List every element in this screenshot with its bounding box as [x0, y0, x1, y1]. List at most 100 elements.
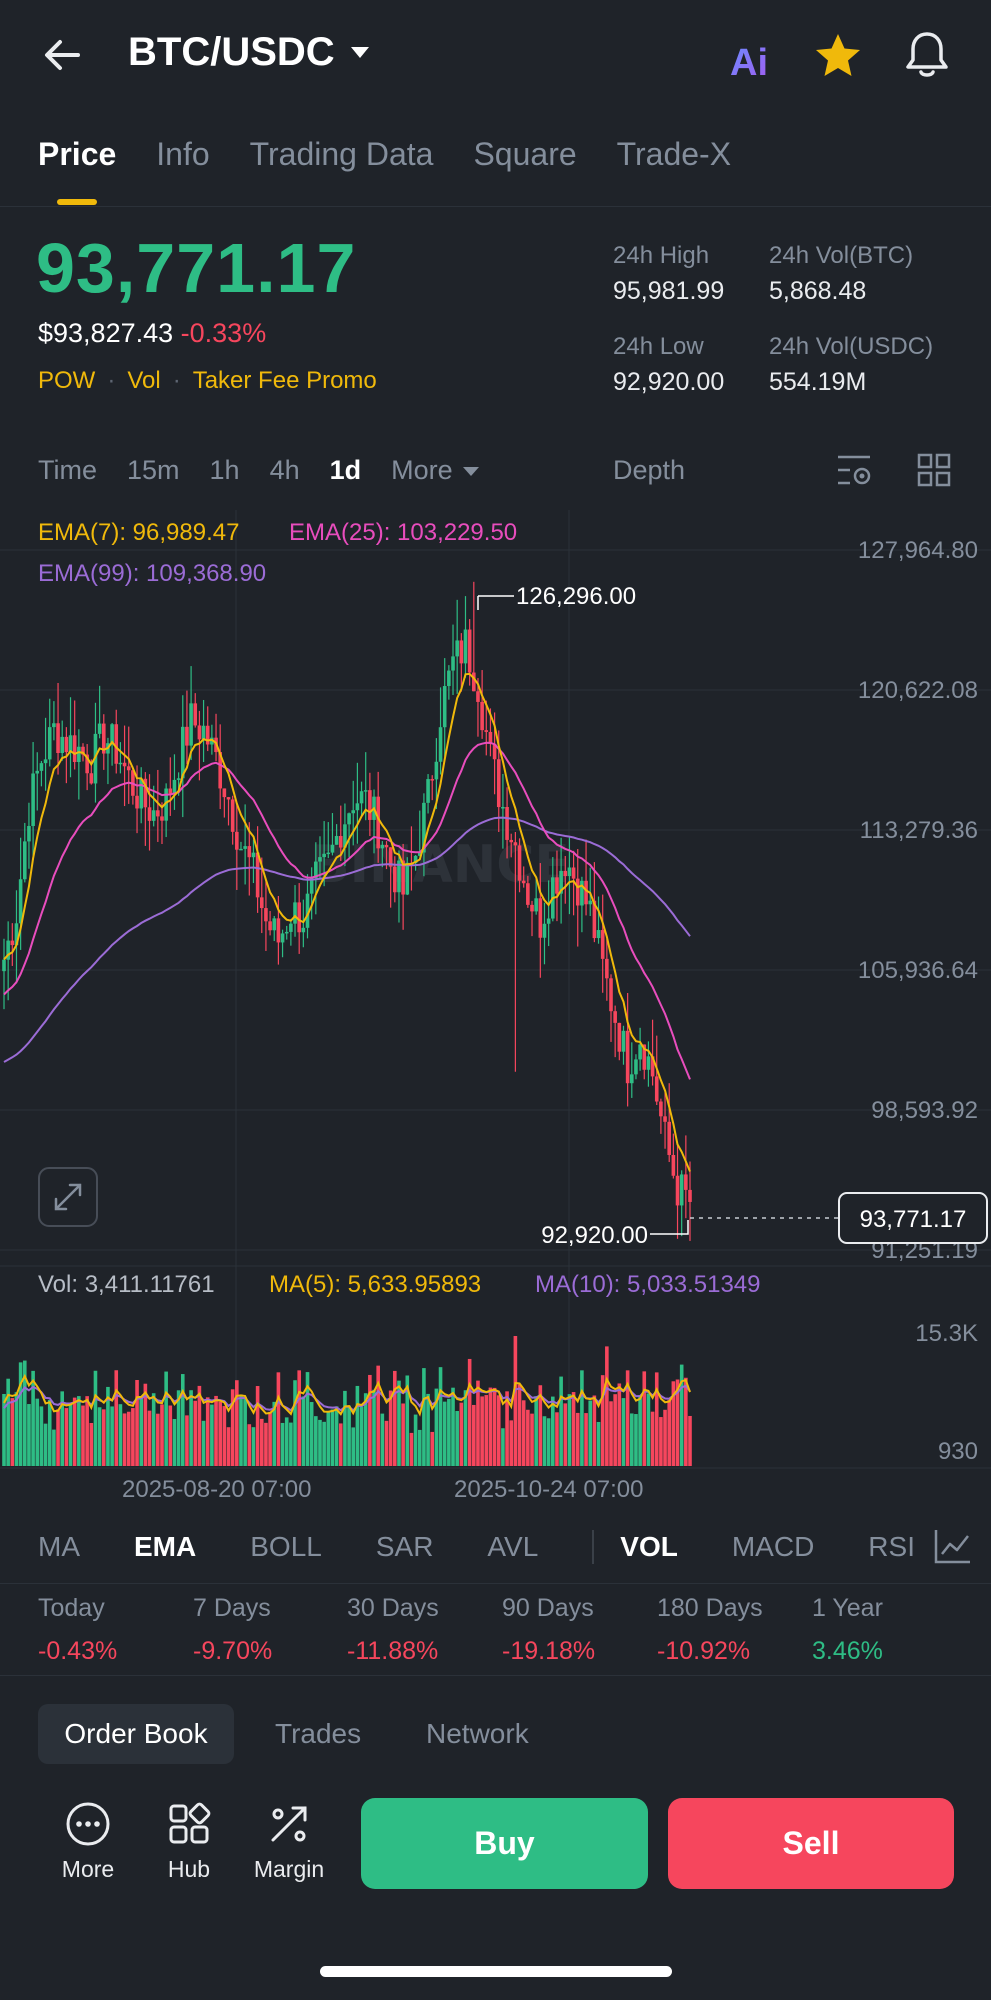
tag-taker-fee-promo[interactable]: Taker Fee Promo	[192, 367, 377, 394]
indicator-settings-icon[interactable]	[932, 1526, 974, 1566]
candle-body	[671, 1154, 676, 1176]
volume-bar	[575, 1412, 580, 1466]
indicator-macd[interactable]: MACD	[731, 1531, 815, 1562]
interval-time[interactable]: Time	[38, 455, 97, 485]
buy-button[interactable]: Buy	[361, 1798, 648, 1889]
candle-body	[684, 1174, 688, 1190]
chart-settings-icon[interactable]	[836, 452, 874, 488]
favorite-star-icon[interactable]	[813, 31, 863, 81]
perf-7-days: 7 Days -9.70%	[193, 1594, 333, 1666]
hub-action[interactable]: Hub	[144, 1800, 234, 1883]
volume-bar	[60, 1391, 65, 1466]
back-arrow-icon[interactable]	[38, 30, 88, 80]
candle-body	[617, 1022, 622, 1052]
more-action[interactable]: More	[43, 1800, 133, 1883]
indicator-rsi[interactable]: RSI	[868, 1531, 915, 1562]
tab-network[interactable]: Network	[426, 1718, 529, 1749]
volume-bar	[264, 1422, 268, 1466]
volume-bar	[52, 1429, 56, 1466]
sell-button[interactable]: Sell	[668, 1798, 954, 1889]
volume-bar	[230, 1389, 235, 1466]
candle-body	[180, 726, 185, 779]
candle-body	[642, 1044, 647, 1070]
volume-bar	[617, 1383, 622, 1466]
notification-bell-icon[interactable]	[902, 28, 952, 80]
volume-bar	[634, 1414, 638, 1466]
candle-body	[10, 940, 15, 946]
tab-trade-x[interactable]: Trade-X	[616, 136, 732, 172]
layout-grid-icon[interactable]	[916, 452, 952, 488]
price-chart[interactable]: BINANCE EMA(7): 96,989.47 EMA(25): 103,2…	[0, 505, 991, 1470]
tab-trading-data[interactable]: Trading Data	[249, 136, 434, 172]
volume-bar	[592, 1395, 597, 1466]
margin-action[interactable]: Margin	[244, 1800, 334, 1883]
candle-body	[81, 746, 85, 755]
high-value: 95,981.99	[613, 277, 725, 305]
expand-icon[interactable]	[38, 1167, 98, 1227]
candle-body	[276, 918, 281, 943]
depth-tab[interactable]: Depth	[613, 455, 686, 485]
volume-bar	[401, 1403, 405, 1466]
volume-bar	[467, 1358, 472, 1466]
volume-bar	[218, 1401, 222, 1466]
indicator-sar[interactable]: SAR	[375, 1531, 434, 1562]
candle-body	[343, 824, 347, 848]
tab-price[interactable]: Price	[38, 136, 117, 172]
volume-bar	[351, 1427, 356, 1466]
indicator-avl[interactable]: AVL	[487, 1531, 539, 1562]
candle-body	[513, 842, 518, 846]
interval-more[interactable]: More	[391, 455, 479, 486]
volume-bar	[463, 1390, 468, 1466]
interval-4h[interactable]: 4h	[269, 455, 300, 485]
volume-bar	[64, 1408, 69, 1466]
pair-selector[interactable]: BTC/USDC	[128, 30, 371, 75]
candle-body	[359, 791, 364, 804]
volume-bar	[388, 1390, 393, 1466]
candle-body	[143, 778, 148, 808]
perf-value: 3.46%	[812, 1637, 883, 1665]
candle-body	[210, 737, 214, 745]
candle-body	[60, 736, 65, 754]
indicator-vol[interactable]: VOL	[620, 1531, 678, 1562]
candle-body	[355, 803, 360, 811]
indicator-ema[interactable]: EMA	[134, 1531, 197, 1562]
candle-body	[605, 958, 609, 979]
volume-bar	[284, 1417, 289, 1466]
volume-bar	[147, 1410, 152, 1466]
volume-bar	[106, 1386, 110, 1466]
volume-bar	[671, 1381, 676, 1466]
indicator-boll[interactable]: BOLL	[250, 1531, 322, 1562]
tag-vol[interactable]: Vol	[127, 367, 161, 394]
candle-body	[638, 1044, 642, 1060]
vol-y-tick: 930	[938, 1438, 978, 1465]
volume-bar	[422, 1368, 426, 1466]
volume-bar	[197, 1385, 202, 1466]
volume-bar	[546, 1418, 551, 1466]
candle-body	[629, 1074, 634, 1084]
candle-body	[101, 723, 106, 754]
indicator-divider	[592, 1530, 595, 1564]
ai-assistant-icon[interactable]: Ai	[728, 35, 774, 81]
high-label: 24h High	[613, 242, 710, 269]
tab-square[interactable]: Square	[473, 136, 577, 172]
candle-body	[72, 735, 77, 763]
interval-15m[interactable]: 15m	[127, 455, 180, 485]
interval-1h[interactable]: 1h	[209, 455, 240, 485]
candle-body	[251, 852, 256, 858]
candle-body	[447, 670, 451, 687]
candle-body	[667, 1121, 672, 1155]
tab-info[interactable]: Info	[156, 136, 210, 172]
interval-1d[interactable]: 1d	[329, 455, 362, 485]
candle-body	[205, 725, 210, 745]
volume-bar	[126, 1411, 131, 1466]
perf-label: 180 Days	[657, 1594, 763, 1622]
tag-pow[interactable]: POW	[38, 367, 96, 394]
hub-icon	[169, 1802, 211, 1844]
volume-bar	[600, 1375, 605, 1466]
indicator-ma[interactable]: MA	[38, 1531, 80, 1562]
perf-value: -0.43%	[38, 1637, 118, 1665]
candle-body	[438, 727, 443, 762]
volume-bar	[322, 1421, 326, 1466]
tab-order-book[interactable]: Order Book	[38, 1704, 234, 1764]
tab-trades[interactable]: Trades	[275, 1718, 362, 1749]
